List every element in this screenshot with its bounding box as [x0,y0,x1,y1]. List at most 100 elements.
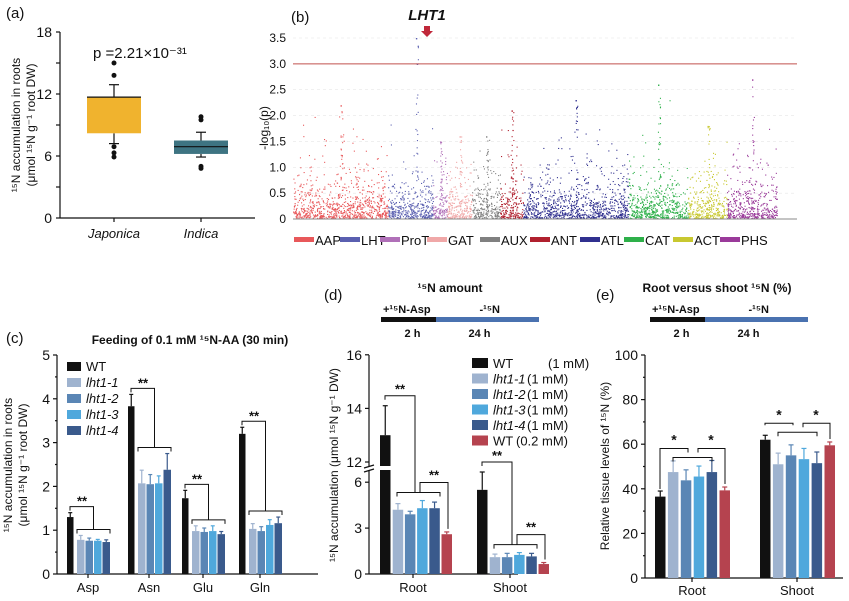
manhattan-point-AUX [478,213,480,215]
manhattan-point-GAT [461,216,463,218]
manhattan-point-AAP [303,136,305,138]
manhattan-point-LHT [397,214,399,216]
manhattan-point-AAP [370,201,372,203]
manhattan-point-AAP [314,204,316,206]
manhattan-point-CAT [668,209,670,211]
manhattan-point-ACT [697,199,699,201]
manhattan-point-LHT [405,214,407,216]
manhattan-point-CAT [638,216,640,218]
manhattan-point-LHT [391,208,393,210]
manhattan-point-ATL [623,208,625,210]
manhattan-point-AUX [495,207,497,209]
manhattan-point-ATL [540,215,542,217]
manhattan-point-LHT [405,216,407,218]
manhattan-point-ATL [540,196,542,198]
manhattan-point-AAP [378,182,380,184]
manhattan-point-GAT [464,196,466,198]
manhattan-point-LHT [398,210,400,212]
manhattan-point-ACT [705,187,707,189]
manhattan-point-AAP [343,210,345,212]
manhattan-point-LHT [423,209,425,211]
manhattan-point-ATL [613,209,615,211]
manhattan-point-CAT [682,207,684,209]
manhattan-point-ProT [435,196,437,198]
manhattan-point-ACT [688,210,690,212]
manhattan-point-ATL [601,196,603,198]
manhattan-point-ATL [569,148,571,150]
manhattan-point-ATL [534,210,536,212]
manhattan-point-PHS [736,191,738,193]
manhattan-point-AAP [349,212,351,214]
manhattan-point-LHT [420,214,422,216]
manhattan-point-LHT [394,198,396,200]
manhattan-peak-point-ProT [440,148,442,150]
manhattan-point-ATL [571,201,573,203]
manhattan-point-PHS [755,216,757,218]
manhattan-point-CAT [653,196,655,198]
manhattan-point-AAP [312,203,314,205]
manhattan-point-ATL [601,217,603,219]
manhattan-point-ATL [598,214,600,216]
manhattan-point-ATL [533,214,535,216]
manhattan-point-ATL [611,198,613,200]
manhattan-point-LHT [421,207,423,209]
manhattan-point-AAP [357,212,359,214]
manhattan-point-CAT [673,212,675,214]
manhattan-peak-point-AAP [342,118,344,120]
manhattan-peak-point-AUX [487,206,490,208]
manhattan-point-LHT [391,212,393,214]
y-tick-label: 3 [42,435,50,451]
manhattan-point-AAP [319,213,321,215]
manhattan-point-GAT [461,199,463,201]
manhattan-point-AAP [322,215,324,217]
manhattan-point-ATL [539,212,541,214]
manhattan-peak-point-ACT [708,199,711,202]
manhattan-point-ATL [609,208,611,210]
manhattan-point-ATL [546,207,548,209]
manhattan-point-AAP [357,176,359,178]
manhattan-point-ATL [530,217,532,219]
manhattan-point-GAT [453,202,455,204]
manhattan-point-ANT [517,191,519,193]
manhattan-point-AAP [332,207,334,209]
manhattan-point-ANT [514,214,516,216]
y-axis-label: ¹⁵N accumulation in roots [9,58,23,192]
manhattan-point-ACT [703,209,705,211]
manhattan-point-CAT [669,204,671,206]
manhattan-peak-point-AUX [486,136,488,138]
manhattan-point-PHS [763,214,765,216]
manhattan-point-ATL [592,191,594,193]
manhattan-peak-point-CAT [659,177,661,179]
manhattan-point-AAP [293,211,295,213]
significance-bracket [69,506,94,530]
manhattan-point-ATL [577,196,579,198]
manhattan-point-CAT [661,210,663,212]
manhattan-point-CAT [649,212,651,214]
manhattan-point-CAT [644,210,646,212]
manhattan-point-ATL [553,211,555,213]
manhattan-point-ATL [603,205,605,207]
manhattan-point-ANT [502,215,504,217]
manhattan-point-ProT [442,201,444,203]
manhattan-point-ACT [723,206,725,208]
manhattan-point-ATL [556,214,558,216]
manhattan-point-ANT [509,217,511,219]
manhattan-point-PHS [762,204,764,206]
manhattan-peak-point-ACT [709,212,711,214]
manhattan-point-ATL [594,203,596,205]
manhattan-point-GAT [453,186,455,188]
manhattan-point-PHS [762,213,764,215]
manhattan-point-CAT [665,189,667,191]
manhattan-point-AAP [305,194,307,196]
manhattan-point-ACT [693,215,695,217]
manhattan-point-CAT [633,171,635,173]
manhattan-point-ANT [521,215,523,217]
manhattan-point-CAT [638,214,640,216]
manhattan-point-LHT [401,182,403,184]
manhattan-point-ATL [589,209,591,211]
manhattan-point-CAT [639,216,641,218]
manhattan-point-LHT [415,206,417,208]
manhattan-point-AAP [294,196,296,198]
manhattan-point-ATL [587,164,589,166]
manhattan-point-CAT [645,216,647,218]
